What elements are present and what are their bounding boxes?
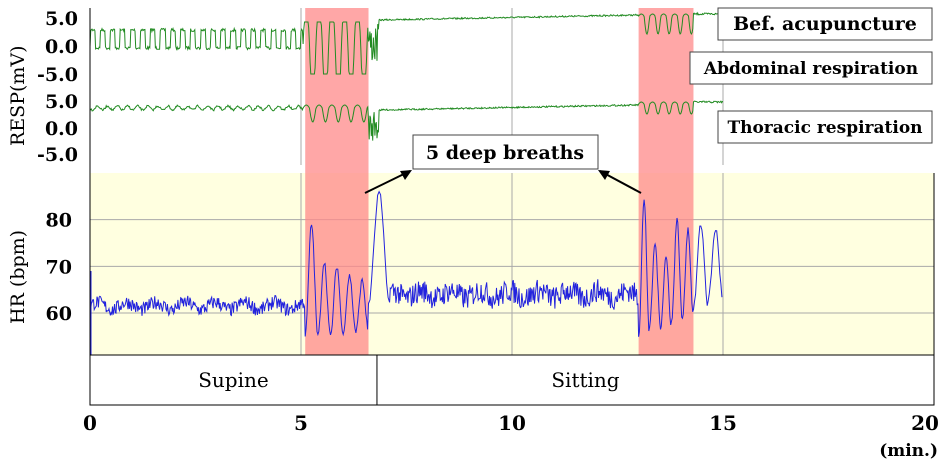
hr-tick-label-2: 60 [46,303,72,325]
x-tick-label-15: 15 [709,411,737,435]
legend-box-bef: Bef. acupuncture [717,7,933,41]
annotation-label: 5 deep breaths [426,142,584,164]
hr-line [89,190,723,337]
legend-box-thoracic: Thoracic respiration [717,110,933,144]
posture-label-supine: Supine [198,368,269,392]
posture-bar: Supine Sitting [89,354,935,406]
hr-ylabel: HR (bpm) [7,230,29,324]
abdominal-respiration-line [89,11,724,75]
legend-box-abdominal: Abdominal respiration [689,51,933,85]
x-tick-label-20: 20 [911,411,939,435]
x-tick-label-5: 5 [294,411,308,435]
x-tick-label-0: 0 [83,411,97,435]
legend-label-abdominal: Abdominal respiration [703,59,918,79]
hr-tick-label-0: 80 [46,210,72,232]
legend-label-thoracic: Thoracic respiration [727,118,922,138]
resp-tick-label-thr-0: 5.0 [45,91,78,113]
deep-breath-band-2 [638,8,694,355]
thoracic-respiration-line [89,100,724,141]
resp-tick-label-thr-1: 0.0 [45,118,78,140]
resp-tick-label-abd-2: -5.0 [37,64,78,86]
posture-bar-frame [89,354,935,406]
resp-tick-label-abd-1: 0.0 [45,36,78,58]
resp-ylabel: RESP(mV) [7,45,29,146]
x-unit-label: (min.) [879,441,938,461]
x-tick-labels: 0 5 10 15 20 [83,411,939,435]
annotation-arrowhead-right [598,170,610,180]
annotation-arrowhead-left [400,170,412,180]
series-layer [89,11,724,355]
posture-label-sitting: Sitting [551,368,619,392]
legend-label-bef: Bef. acupuncture [733,13,917,35]
resp-tick-label-thr-2: -5.0 [37,144,78,166]
annotation-deep-breaths: 5 deep breaths [364,134,642,194]
x-tick-label-10: 10 [498,411,526,435]
hr-tick-label-1: 70 [46,256,72,278]
resp-tick-label-abd-0: 5.0 [45,8,78,30]
